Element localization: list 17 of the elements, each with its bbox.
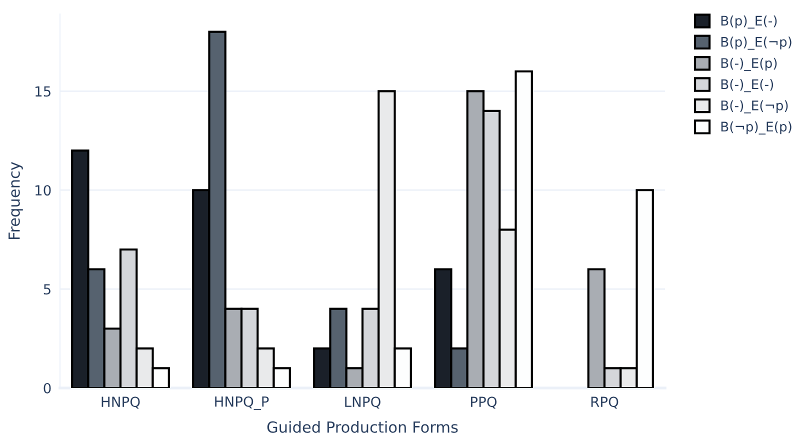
x-tick-label: HNPQ_P	[215, 396, 269, 410]
legend-label: B(¬p)_E(p)	[721, 121, 792, 135]
x-tick-label: HNPQ	[102, 396, 140, 409]
y-tick-label: 15	[36, 86, 50, 97]
y-axis-title: Frequency	[8, 162, 23, 239]
x-tick-label: RPQ	[591, 396, 618, 409]
legend-label: B(-)_E(¬p)	[721, 100, 788, 114]
y-tick-label: 10	[36, 185, 51, 196]
x-axis-title: Guided Production Forms	[267, 421, 458, 433]
y-tick-label: 0	[44, 382, 51, 394]
legend-label: B(p)_E(-)	[721, 15, 777, 29]
x-tick-label: LNPQ	[345, 396, 380, 409]
legend-label: B(p)_E(¬p)	[721, 36, 792, 50]
y-tick-label: 5	[44, 284, 50, 295]
legend-label: B(-)_E(p)	[721, 58, 777, 71]
x-tick-label: PPQ	[471, 396, 497, 409]
legend-label: B(-)_E(-)	[721, 79, 774, 92]
